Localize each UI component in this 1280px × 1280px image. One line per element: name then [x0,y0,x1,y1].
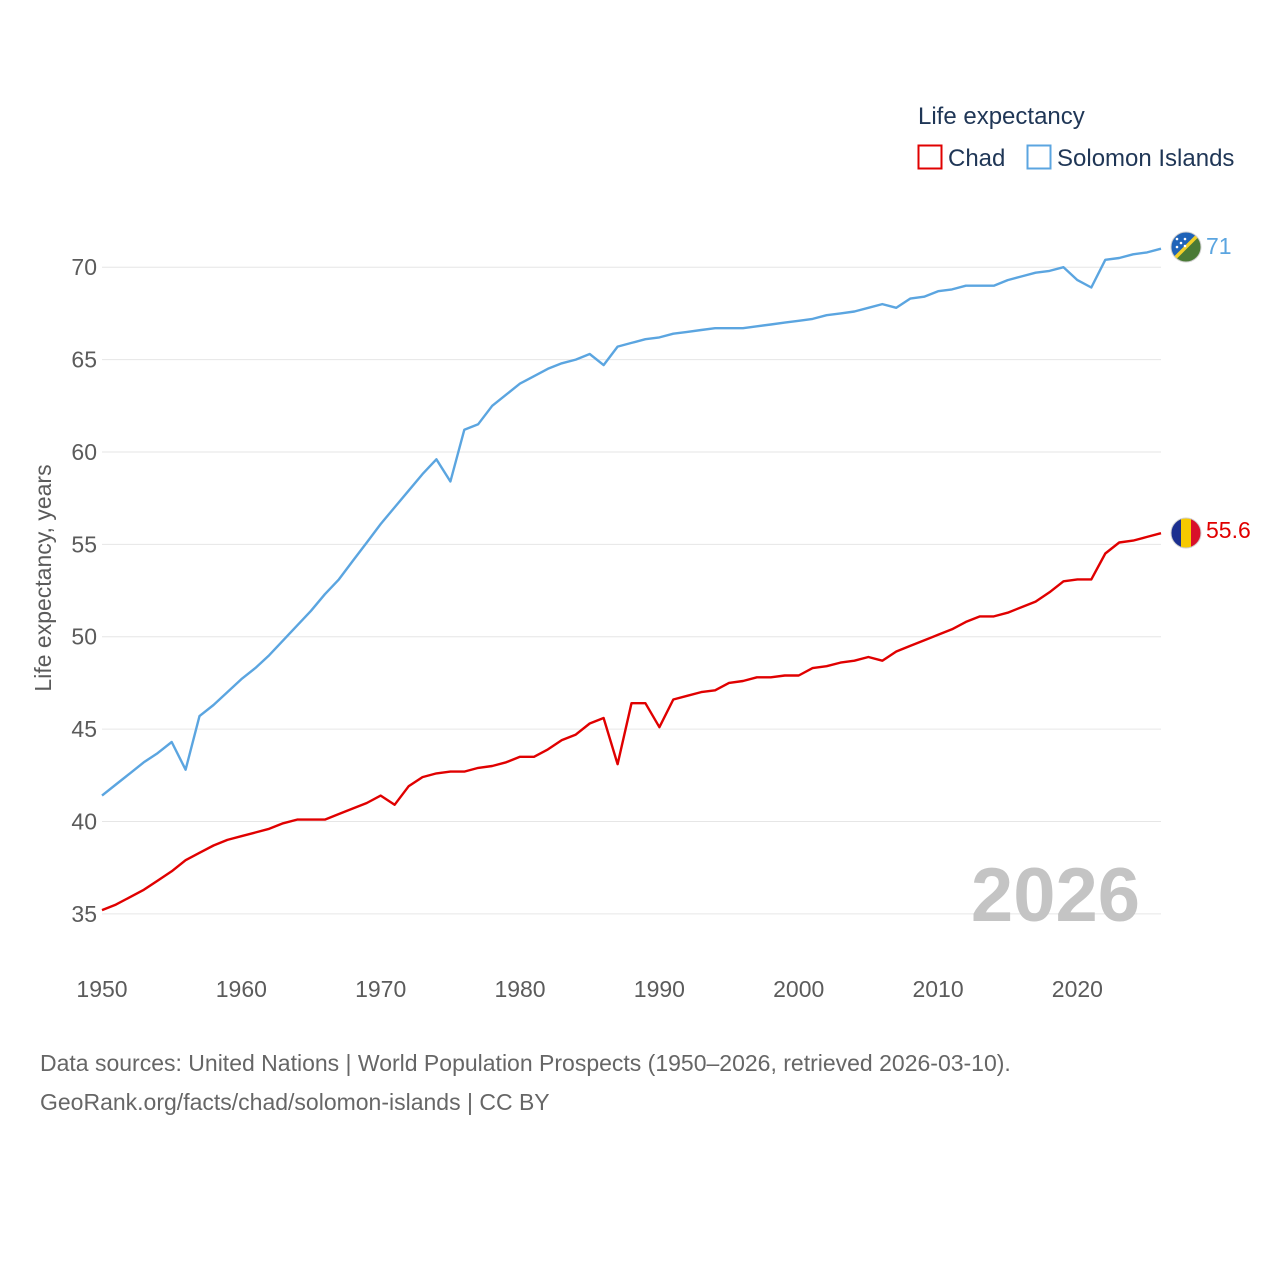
y-tick-label: 40 [71,808,97,834]
legend-item-chad[interactable]: Chad [917,144,1006,172]
x-tick-label: 1950 [76,976,127,1002]
flag-border [1170,231,1202,263]
y-axis: 35 40 45 50 55 60 65 70 [71,254,97,927]
legend-swatch [1026,144,1052,170]
legend-swatch [917,144,943,170]
y-tick-label: 65 [71,347,97,373]
x-axis: 1950 1960 1970 1980 1990 2000 2010 2020 [76,976,1103,1002]
year-watermark: 2026 [971,853,1140,938]
y-axis-title: Life expectancy, years [30,464,56,691]
y-tick-label: 35 [71,901,97,927]
x-tick-label: 2010 [912,976,963,1002]
y-tick-label: 60 [71,439,97,465]
source-link[interactable]: GeoRank.org/facts/chad/solomon-islands |… [40,1089,550,1115]
y-tick-label: 50 [71,624,97,650]
end-label-solomon-islands: 71 [1206,233,1232,259]
legend-label: Chad [948,145,1005,172]
y-tick-label: 70 [71,254,97,280]
y-tick-label: 45 [71,716,97,742]
footer: Data sources: United Nations | World Pop… [40,1044,1011,1122]
data-sources-text: Data sources: United Nations | World Pop… [40,1050,1011,1076]
y-tick-label: 55 [71,531,97,557]
x-tick-label: 2000 [773,976,824,1002]
series-line-solomon-islands[interactable] [101,247,1162,797]
legend-item-solomon-islands[interactable]: Solomon Islands [1026,144,1235,172]
end-label-chad: 55.6 [1206,517,1251,543]
flag-border [1170,517,1202,549]
series [101,247,1162,912]
legend-label: Solomon Islands [1057,145,1234,172]
series-line-chad[interactable] [101,532,1162,912]
chad-flag-icon [1171,518,1201,548]
x-tick-label: 1960 [216,976,267,1002]
grid [102,266,1161,915]
x-tick-label: 2020 [1052,976,1103,1002]
legend-title: Life expectancy [918,103,1085,130]
x-tick-label: 1970 [355,976,406,1002]
x-tick-label: 1980 [494,976,545,1002]
x-tick-label: 1990 [634,976,685,1002]
solomon-islands-flag-icon [1171,232,1201,262]
legend: Life expectancy Chad Solomon Islands [917,103,1235,172]
